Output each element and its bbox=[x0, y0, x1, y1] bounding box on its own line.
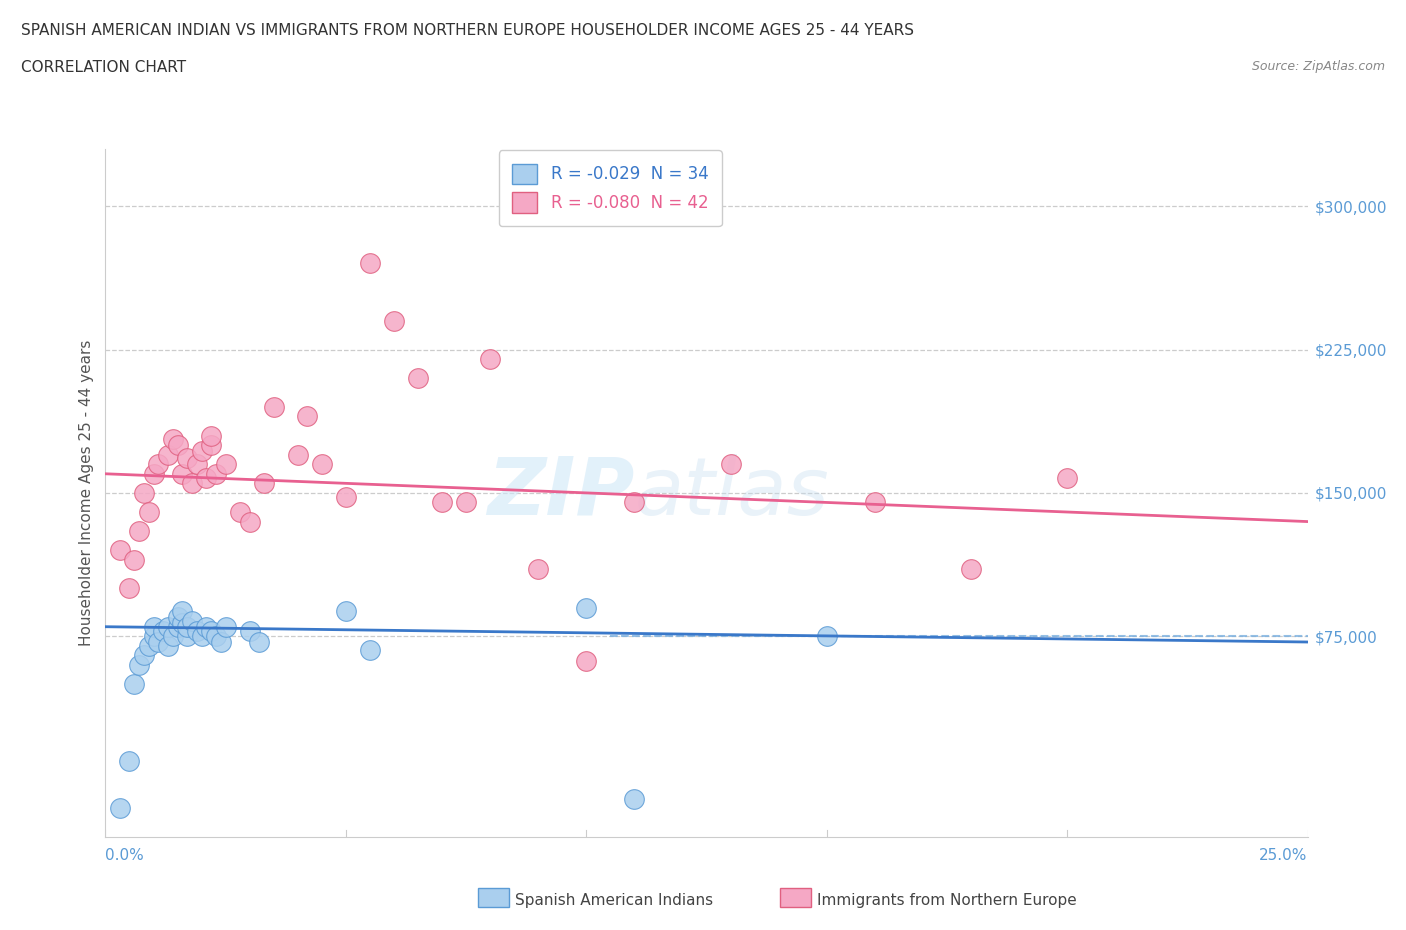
Point bbox=[172, 616, 194, 631]
Text: Spanish American Indians: Spanish American Indians bbox=[515, 893, 713, 908]
Point bbox=[138, 638, 160, 653]
Point bbox=[138, 505, 160, 520]
Point bbox=[108, 543, 131, 558]
Point bbox=[214, 619, 236, 634]
Point bbox=[190, 444, 212, 458]
Text: Immigrants from Northern Europe: Immigrants from Northern Europe bbox=[817, 893, 1077, 908]
Point bbox=[142, 619, 165, 634]
Text: SPANISH AMERICAN INDIAN VS IMMIGRANTS FROM NORTHERN EUROPE HOUSEHOLDER INCOME AG: SPANISH AMERICAN INDIAN VS IMMIGRANTS FR… bbox=[21, 23, 914, 38]
Point bbox=[359, 256, 381, 271]
Point bbox=[176, 619, 198, 634]
Point bbox=[108, 801, 131, 816]
Point bbox=[124, 677, 146, 692]
Point bbox=[239, 514, 262, 529]
Point bbox=[430, 495, 453, 510]
Point bbox=[162, 629, 184, 644]
Point bbox=[200, 623, 222, 638]
Point bbox=[156, 638, 179, 653]
Point bbox=[359, 643, 381, 658]
Point bbox=[247, 634, 270, 649]
Point bbox=[128, 524, 150, 538]
Point bbox=[148, 634, 170, 649]
Point bbox=[181, 476, 204, 491]
Point bbox=[186, 457, 208, 472]
Point bbox=[132, 648, 155, 663]
Legend: R = -0.029  N = 34, R = -0.080  N = 42: R = -0.029 N = 34, R = -0.080 N = 42 bbox=[499, 151, 721, 226]
Y-axis label: Householder Income Ages 25 - 44 years: Householder Income Ages 25 - 44 years bbox=[79, 339, 94, 646]
Point bbox=[172, 466, 194, 481]
Text: atlas: atlas bbox=[634, 454, 830, 532]
Point bbox=[297, 409, 319, 424]
Point bbox=[186, 623, 208, 638]
Text: Source: ZipAtlas.com: Source: ZipAtlas.com bbox=[1251, 60, 1385, 73]
Point bbox=[205, 466, 228, 481]
Text: CORRELATION CHART: CORRELATION CHART bbox=[21, 60, 186, 75]
Text: ZIP: ZIP bbox=[486, 454, 634, 532]
Point bbox=[162, 432, 184, 446]
Point bbox=[623, 791, 645, 806]
Point bbox=[152, 623, 174, 638]
Point bbox=[335, 604, 357, 618]
Point bbox=[229, 505, 252, 520]
Point bbox=[815, 629, 838, 644]
Point bbox=[128, 658, 150, 672]
Point bbox=[209, 634, 232, 649]
Point bbox=[181, 614, 204, 629]
Point bbox=[200, 428, 222, 443]
Text: 25.0%: 25.0% bbox=[1260, 848, 1308, 863]
Point bbox=[132, 485, 155, 500]
Point bbox=[335, 489, 357, 504]
Point bbox=[166, 619, 188, 634]
Point bbox=[575, 654, 598, 669]
Point bbox=[863, 495, 886, 510]
Point bbox=[166, 610, 188, 625]
Point bbox=[382, 313, 405, 328]
Point bbox=[454, 495, 477, 510]
Point bbox=[118, 581, 141, 596]
Point bbox=[176, 451, 198, 466]
Point bbox=[575, 600, 598, 615]
Point bbox=[960, 562, 983, 577]
Point bbox=[623, 495, 645, 510]
Point bbox=[239, 623, 262, 638]
Point bbox=[214, 457, 236, 472]
Point bbox=[148, 457, 170, 472]
Point bbox=[406, 371, 429, 386]
Point bbox=[205, 629, 228, 644]
Point bbox=[142, 466, 165, 481]
Point bbox=[263, 400, 285, 415]
Point bbox=[720, 457, 742, 472]
Point bbox=[142, 629, 165, 644]
Point bbox=[195, 471, 218, 485]
Point bbox=[156, 619, 179, 634]
Point bbox=[124, 552, 146, 567]
Point bbox=[118, 753, 141, 768]
Point bbox=[1056, 471, 1078, 485]
Point bbox=[195, 619, 218, 634]
Point bbox=[172, 604, 194, 618]
Point bbox=[253, 476, 276, 491]
Point bbox=[200, 438, 222, 453]
Point bbox=[479, 352, 502, 366]
Point bbox=[176, 629, 198, 644]
Text: 0.0%: 0.0% bbox=[105, 848, 145, 863]
Point bbox=[166, 438, 188, 453]
Point bbox=[287, 447, 309, 462]
Point bbox=[190, 629, 212, 644]
Point bbox=[311, 457, 333, 472]
Point bbox=[527, 562, 550, 577]
Point bbox=[156, 447, 179, 462]
